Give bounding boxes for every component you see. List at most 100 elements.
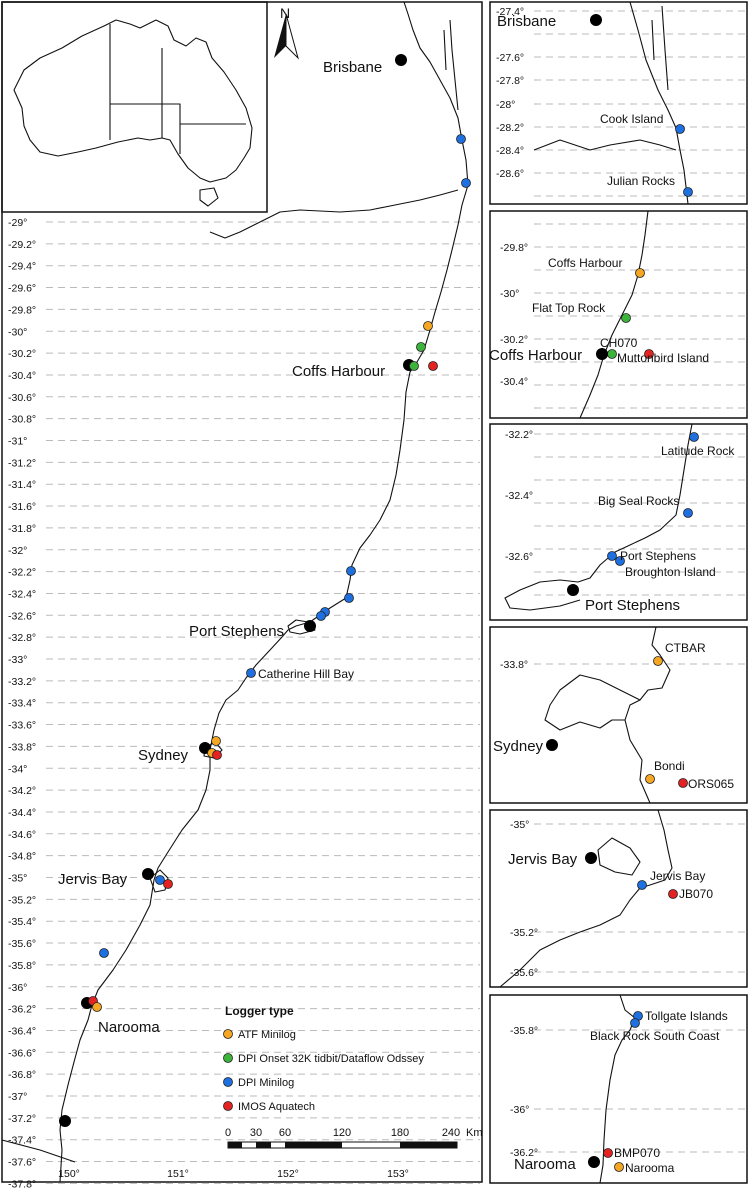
inset-lat-tick: -30.2° <box>500 334 528 346</box>
logger-imos-aquatech <box>428 361 438 371</box>
lat-tick-label: -36° <box>8 982 27 994</box>
lat-tick-label: -33.2° <box>8 676 36 688</box>
lat-tick-label: -35° <box>8 873 27 885</box>
lat-tick-label: -37.2° <box>8 1113 36 1125</box>
inset-site-label: Flat Top Rock <box>532 301 606 315</box>
logger-dpi-minilog <box>246 668 256 678</box>
inset-lat-tick: -28.6° <box>496 168 524 180</box>
city-label-sydney: Sydney <box>138 747 189 764</box>
lon-tick-label: 152° <box>277 1168 299 1180</box>
inset-site-label: Port Stephens <box>620 549 696 563</box>
lat-tick-label: -31.2° <box>8 457 36 469</box>
logger-dpi-onset <box>607 349 617 359</box>
north-label: N <box>280 5 290 21</box>
logger-dpi-minilog <box>344 593 354 603</box>
site-label-catherine-hill-bay: Catherine Hill Bay <box>258 667 354 681</box>
logger-dpi-minilog <box>99 948 109 958</box>
lat-tick-label: -36.6° <box>8 1047 36 1059</box>
inset-site-label: BMP070 <box>614 1146 660 1160</box>
scale-label: 60 <box>279 1127 291 1139</box>
latitude-tick-labels: -29° -29.2° -29.4° -29.6° -29.8° -30° -30.2° -3… <box>8 217 36 1190</box>
logger-atf-minilog <box>653 656 663 666</box>
inset-lat-tick: -30.4° <box>500 376 528 388</box>
inset-frame <box>489 423 748 621</box>
inset-city-label: Port Stephens <box>585 597 680 614</box>
state-border-north <box>209 189 459 239</box>
logger-atf-minilog <box>635 268 645 278</box>
inset-lat-tick: -28.4° <box>496 145 524 157</box>
inset-city-marker <box>546 739 558 751</box>
legend-title: Logger type <box>225 1004 294 1018</box>
lat-tick-label: -29.8° <box>8 304 36 316</box>
logger-atf-minilog <box>614 1162 624 1172</box>
inset-site-label: Black Rock South Coast <box>590 1029 720 1043</box>
lat-tick-label: -37.6° <box>8 1157 36 1169</box>
lat-tick-label: -33.4° <box>8 698 36 710</box>
tasmania-outline <box>199 187 219 207</box>
north-arrow: N <box>274 5 299 60</box>
inset-narooma: -35.8° -36° -36.2° Tollgate Islands Blac… <box>489 994 748 1184</box>
inset-city-marker <box>567 584 579 596</box>
lat-tick-label: -30.6° <box>8 392 36 404</box>
australia-outline <box>13 19 253 183</box>
lat-tick-label: -29.2° <box>8 239 36 251</box>
lon-tick-label: 151° <box>167 1168 189 1180</box>
inset-city-label: Jervis Bay <box>508 851 578 868</box>
inset-frame <box>489 1 748 205</box>
lon-tick-label: 153° <box>387 1168 409 1180</box>
lat-tick-label: -29.4° <box>8 261 36 273</box>
legend-swatch-imos <box>223 1101 233 1111</box>
inset-coastline <box>504 423 693 611</box>
inset-port-stephens: -32.2° -32.4° -32.6° Latitude Rock Big S… <box>489 423 748 621</box>
logger-dpi-minilog <box>683 187 693 197</box>
city-markers: Brisbane Coffs Harbour Port Stephens Syd… <box>58 54 415 1127</box>
city-marker-eden <box>59 1115 71 1127</box>
scale-label: 30 <box>250 1127 262 1139</box>
lat-tick-label: -35.6° <box>8 938 36 950</box>
inset-site-label: Big Seal Rocks <box>598 494 679 508</box>
inset-lat-tick: -35.2° <box>510 927 538 939</box>
inset-lat-tick: -32.2° <box>505 429 533 441</box>
inset-city-label: Sydney <box>493 738 544 755</box>
longitude-tick-labels: 150° 151° 152° 153° <box>58 1168 409 1180</box>
port-stephens-estuary <box>287 619 316 635</box>
inset-city-marker <box>588 1156 600 1168</box>
latitude-gridlines <box>46 221 480 1184</box>
inset-sydney: -33.8° CTBAR Bondi ORS065 Sydney <box>489 626 748 804</box>
city-label-brisbane: Brisbane <box>323 59 382 76</box>
logger-atf-minilog <box>423 321 433 331</box>
lat-tick-label: -32.8° <box>8 632 36 644</box>
logger-imos-aquatech <box>644 349 654 359</box>
lat-tick-label: -31.6° <box>8 501 36 513</box>
scale-unit: Km <box>466 1127 483 1139</box>
inset-site-label: CH070 <box>600 336 638 350</box>
lat-tick-label: -32° <box>8 545 27 557</box>
lat-tick-label: -34.4° <box>8 807 36 819</box>
logger-imos-aquatech <box>678 778 688 788</box>
inset-frame <box>489 626 748 804</box>
inset-site-label: Tollgate Islands <box>645 1009 728 1023</box>
legend-item-imos: IMOS Aquatech <box>238 1101 315 1113</box>
logger-atf-minilog <box>211 736 221 746</box>
inset-site-label: JB070 <box>679 887 713 901</box>
lat-tick-label: -30.4° <box>8 370 36 382</box>
inset-lat-tick: -30° <box>500 288 519 300</box>
scale-label: 0 <box>225 1127 231 1139</box>
logger-dpi-minilog <box>615 556 625 566</box>
logger-markers <box>88 134 471 1012</box>
inset-lat-tick: -33.8° <box>500 659 528 671</box>
inset-lat-tick: -35.8° <box>510 1025 538 1037</box>
legend-item-dpi-minilog: DPI Minilog <box>238 1077 294 1089</box>
inset-city-marker <box>585 852 597 864</box>
legend-item-dpi-onset: DPI Onset 32K tidbit/Dataflow Odssey <box>238 1053 424 1065</box>
inset-site-label: Muttonbird Island <box>617 351 709 365</box>
logger-dpi-minilog <box>689 432 699 442</box>
logger-dpi-minilog <box>607 551 617 561</box>
inset-lat-tick: -35° <box>510 819 529 831</box>
inset-city-marker <box>596 348 608 360</box>
lat-tick-label: -35.8° <box>8 960 36 972</box>
lat-tick-label: -37.8° <box>8 1178 36 1190</box>
inset-site-label: Coffs Harbour <box>548 256 622 270</box>
inset-frame <box>489 210 748 419</box>
logger-dpi-onset <box>409 361 419 371</box>
